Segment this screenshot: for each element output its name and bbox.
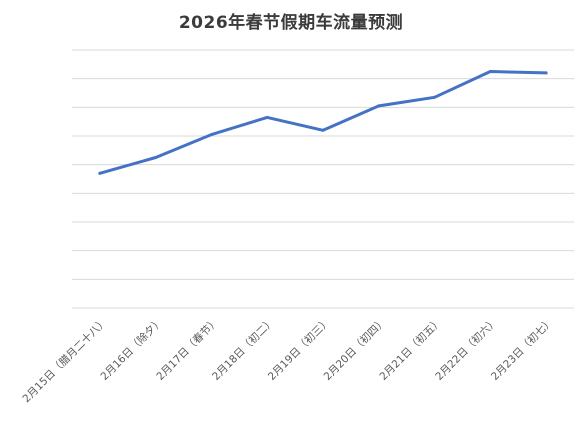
data-point — [321, 128, 325, 132]
data-point — [98, 171, 102, 175]
data-point — [433, 95, 437, 99]
data-point — [544, 71, 548, 75]
data-point — [209, 133, 213, 137]
series-line — [98, 70, 548, 175]
data-point — [154, 156, 158, 159]
gridlines — [72, 49, 574, 309]
x-tick-label: 2月15日（腊月二十八） — [20, 315, 110, 405]
x-axis-tick-labels: 2月15日（腊月二十八）2月16日（除夕）2月17日（春节）2月18日（初二）2… — [20, 315, 556, 405]
data-point — [488, 70, 492, 73]
data-point — [377, 104, 381, 108]
series-lines — [98, 70, 548, 175]
chart-title: 2026年春节假期车流量预测 — [178, 13, 404, 33]
data-point — [265, 115, 269, 119]
